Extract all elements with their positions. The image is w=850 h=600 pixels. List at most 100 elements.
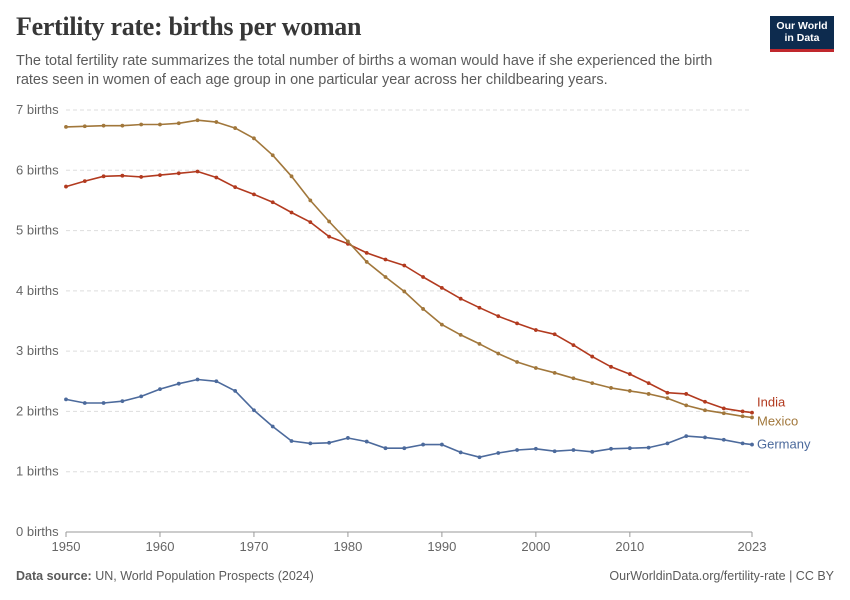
data-point-india	[703, 399, 707, 404]
data-source-label: Data source:	[16, 569, 92, 583]
data-point-india	[439, 285, 444, 290]
data-point-germany	[289, 439, 294, 443]
data-point-mexico	[627, 389, 632, 393]
data-point-india	[158, 173, 162, 178]
data-point-germany	[327, 440, 332, 445]
data-point-mexico	[721, 411, 726, 416]
data-point-mexico	[458, 332, 463, 337]
data-point-germany	[158, 387, 162, 392]
data-source: Data source: UN, World Population Prospe…	[16, 569, 314, 583]
data-point-germany	[233, 389, 238, 393]
data-point-germany	[750, 442, 754, 447]
data-point-mexico	[477, 342, 482, 346]
series-label-mexico: Mexico	[757, 414, 798, 429]
y-tick-label: 0 births	[16, 524, 59, 539]
x-tick-label: 2010	[615, 539, 644, 554]
data-point-germany	[308, 441, 313, 446]
data-point-india	[289, 210, 294, 215]
data-point-mexico	[383, 275, 388, 279]
data-point-germany	[496, 451, 501, 455]
data-point-india	[590, 354, 595, 359]
data-point-india	[627, 372, 632, 376]
data-point-mexico	[750, 415, 754, 420]
data-point-germany	[64, 397, 68, 402]
x-tick-label: 1950	[52, 539, 81, 554]
data-point-mexico	[346, 239, 350, 244]
data-point-india	[364, 250, 369, 255]
data-point-mexico	[214, 120, 219, 124]
owid-logo[interactable]: Our World in Data	[770, 16, 834, 52]
y-tick-label: 4 births	[16, 283, 59, 298]
data-point-india	[665, 390, 670, 395]
data-point-india	[571, 343, 576, 348]
data-point-germany	[477, 455, 482, 460]
data-point-mexico	[515, 360, 519, 364]
y-tick-label: 1 births	[16, 464, 59, 479]
data-point-mexico	[195, 118, 200, 123]
y-tick-label: 7 births	[16, 102, 59, 117]
data-point-mexico	[740, 414, 745, 419]
source-link[interactable]: OurWorldinData.org/fertility-rate | CC B…	[609, 569, 834, 583]
data-point-mexico	[402, 289, 407, 294]
x-tick-label: 1980	[333, 539, 362, 554]
data-point-mexico	[308, 198, 313, 203]
data-point-mexico	[289, 174, 294, 179]
data-point-india	[646, 381, 651, 385]
data-point-germany	[740, 441, 745, 446]
y-tick-label: 3 births	[16, 343, 59, 358]
data-point-germany	[458, 450, 463, 455]
data-point-mexico	[233, 126, 238, 130]
data-point-mexico	[327, 219, 332, 224]
data-point-germany	[195, 377, 200, 382]
data-point-germany	[590, 449, 595, 454]
data-point-germany	[252, 408, 256, 413]
data-point-india	[402, 263, 407, 268]
data-point-mexico	[684, 403, 689, 408]
y-tick-label: 2 births	[16, 403, 59, 418]
data-point-mexico	[496, 351, 501, 356]
data-point-mexico	[176, 121, 181, 126]
data-point-india	[750, 410, 754, 415]
data-point-germany	[346, 436, 350, 440]
chart-subtitle: The total fertility rate summarizes the …	[16, 53, 713, 88]
data-point-germany	[101, 401, 106, 405]
x-tick-label: 1990	[427, 539, 456, 554]
data-point-india	[533, 328, 538, 332]
data-point-india	[64, 184, 68, 189]
data-point-mexico	[571, 376, 576, 381]
data-point-germany	[214, 379, 219, 384]
data-point-india	[327, 234, 332, 239]
data-point-india	[252, 192, 256, 197]
data-point-mexico	[646, 392, 651, 396]
data-point-germany	[533, 446, 538, 451]
data-point-germany	[665, 441, 670, 446]
data-point-germany	[515, 448, 519, 452]
x-tick-label: 2023	[738, 539, 767, 554]
logo-line-1: Our World	[776, 20, 828, 32]
data-point-mexico	[439, 322, 444, 327]
data-point-india	[214, 175, 219, 180]
logo-line-2: in Data	[784, 32, 820, 44]
data-point-germany	[439, 442, 444, 447]
data-point-mexico	[158, 122, 162, 127]
data-point-germany	[552, 449, 557, 454]
data-point-germany	[721, 437, 726, 442]
data-point-mexico	[139, 122, 144, 127]
data-point-india	[82, 179, 87, 184]
data-point-india	[176, 171, 181, 176]
data-point-germany	[703, 435, 707, 440]
data-point-india	[383, 257, 388, 262]
data-point-germany	[684, 434, 689, 439]
data-point-germany	[120, 399, 125, 404]
x-tick-label: 1970	[239, 539, 268, 554]
data-point-india	[270, 200, 275, 205]
data-point-mexico	[101, 123, 106, 128]
data-point-germany	[646, 445, 651, 450]
data-point-germany	[82, 401, 87, 405]
chart-title: Fertility rate: births per woman	[16, 12, 362, 41]
data-point-india	[101, 174, 106, 179]
data-point-india	[496, 314, 501, 319]
data-point-india	[684, 392, 689, 396]
series-line-india	[65, 170, 753, 414]
data-point-mexico	[703, 408, 707, 413]
